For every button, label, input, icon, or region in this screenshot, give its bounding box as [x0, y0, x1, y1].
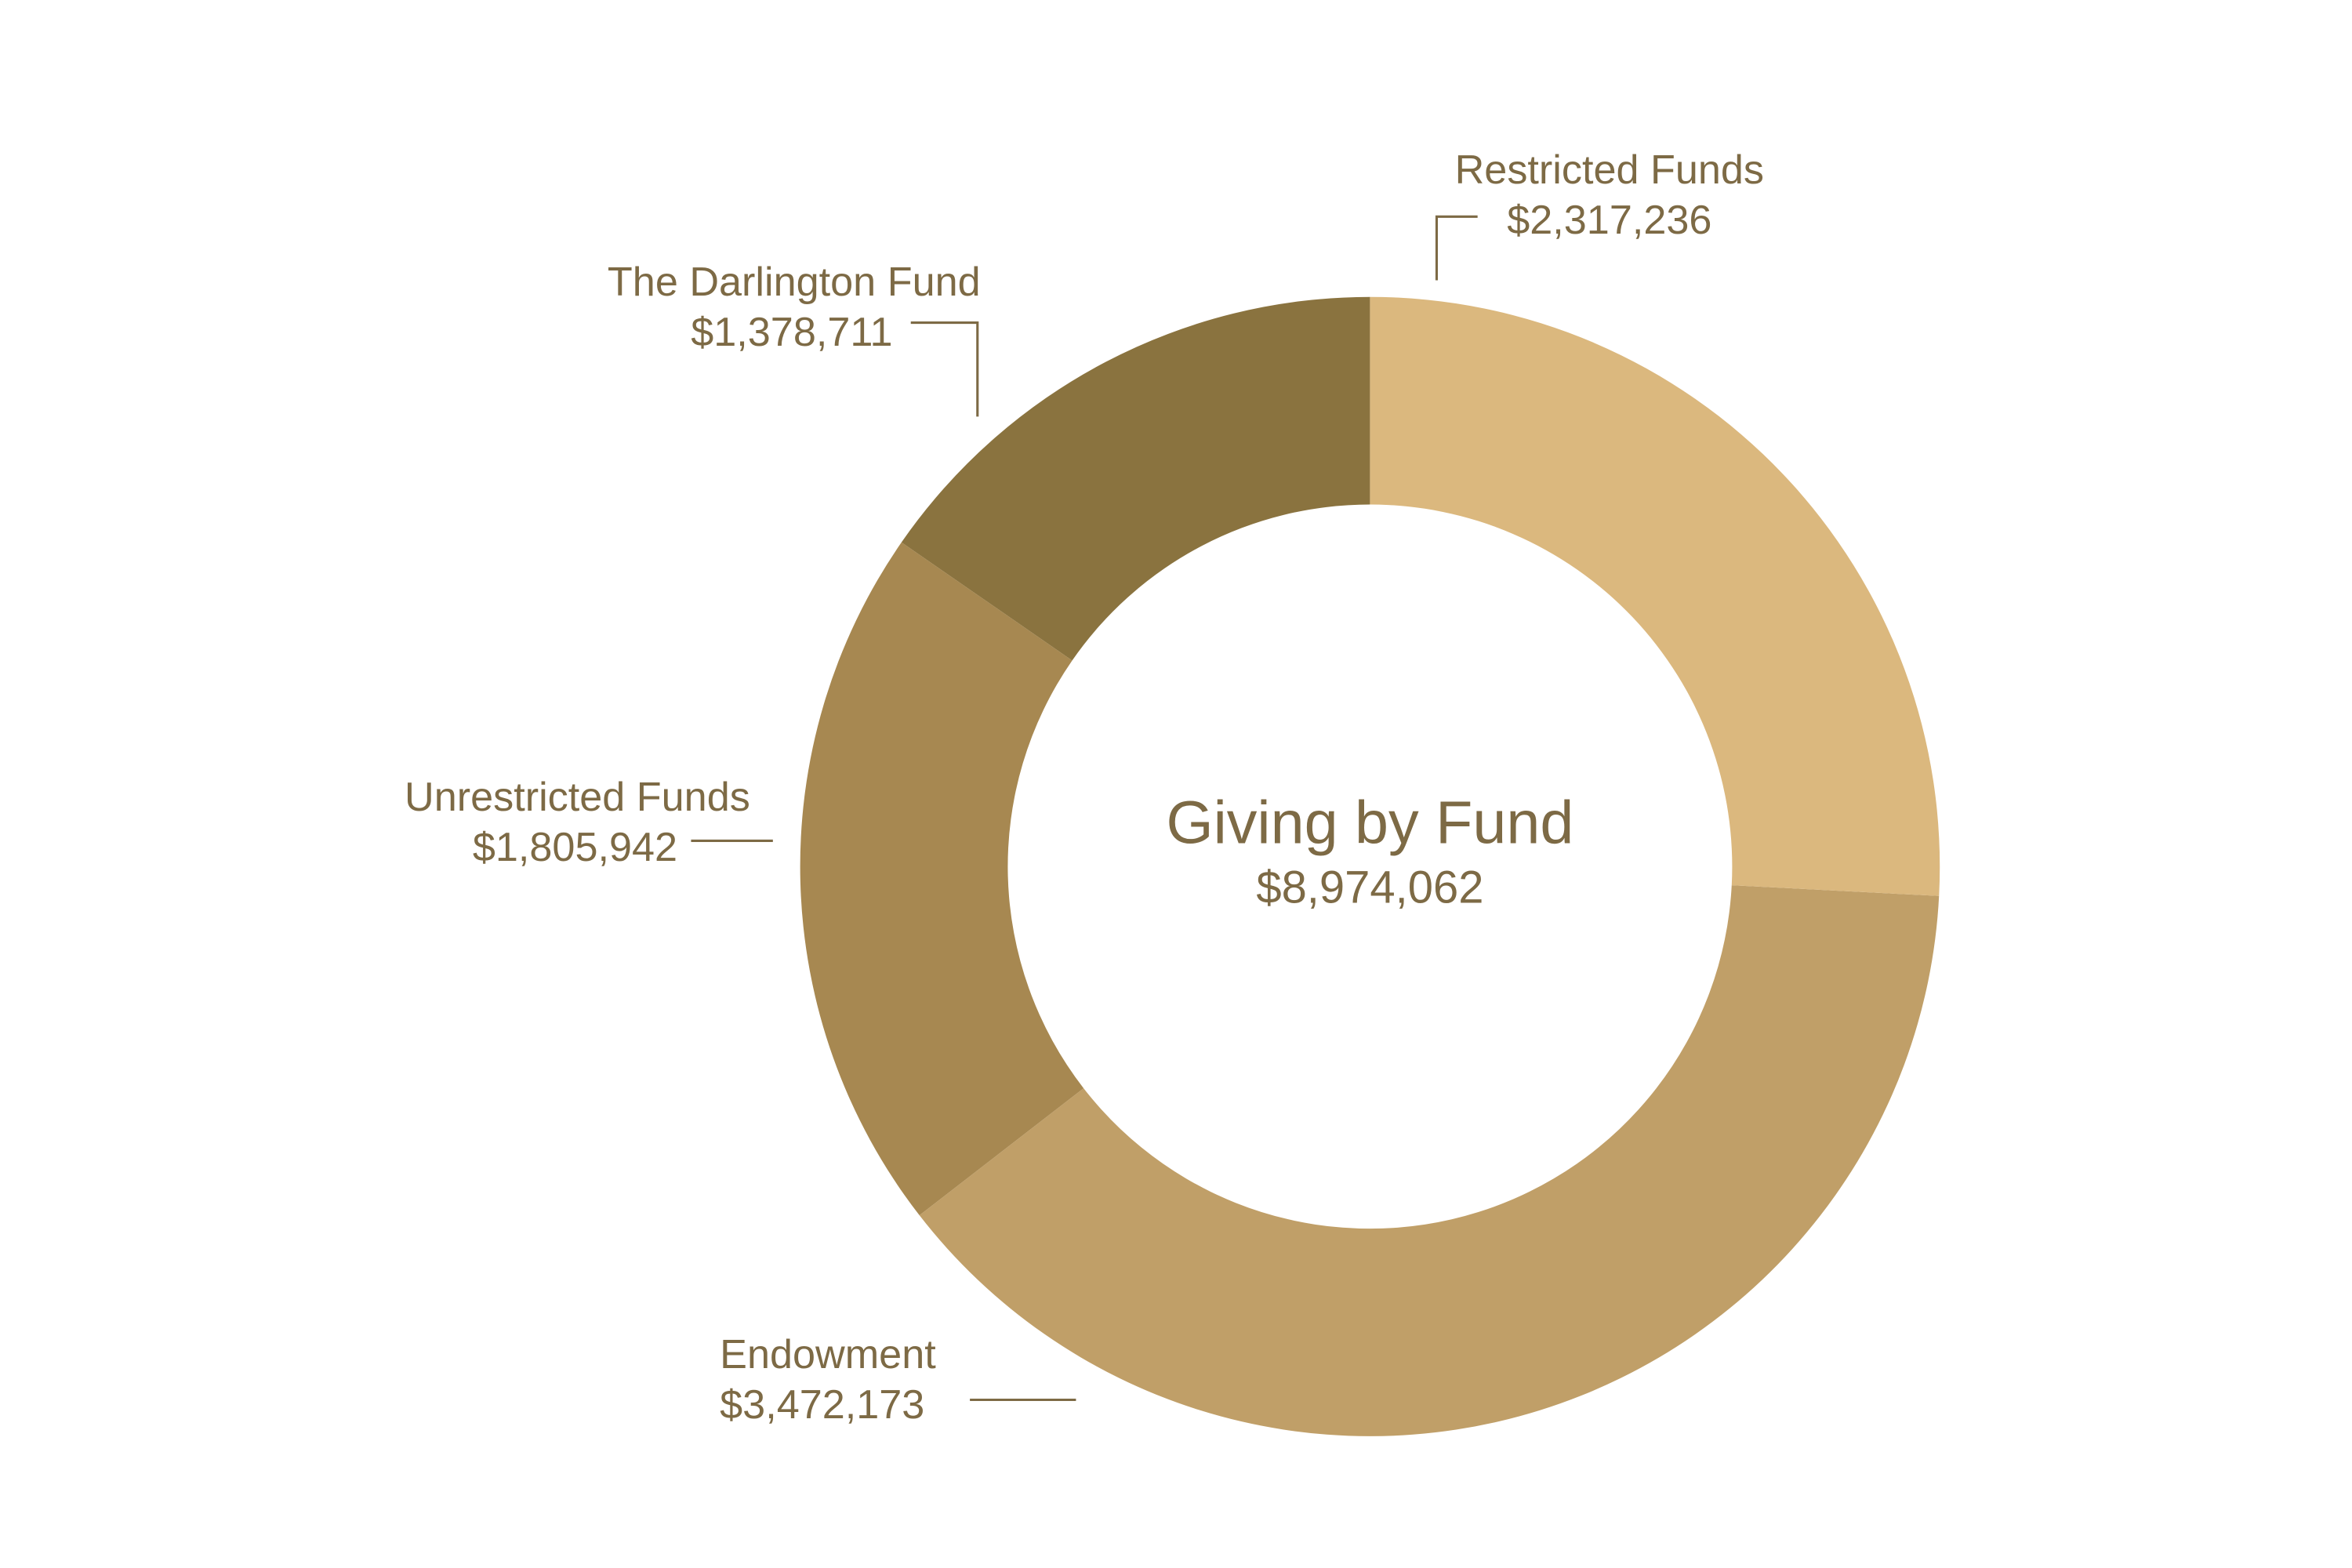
category-label: Endowment: [720, 1332, 936, 1377]
category-label: Unrestricted Funds: [405, 775, 750, 820]
value-label: $1,805,942: [473, 825, 677, 870]
total-label: $8,974,062: [1256, 863, 1483, 913]
wedge: [800, 542, 1084, 1216]
value-label: $3,472,173: [720, 1382, 924, 1428]
value-label: $1,378,711: [691, 310, 892, 355]
leader-line: [910, 321, 979, 417]
leader-line: [1435, 215, 1478, 281]
chart-title: Giving by Fund: [1166, 789, 1573, 857]
category-label: Restricted Funds: [1455, 147, 1764, 193]
wedge: [919, 885, 1940, 1436]
wedge: [1370, 296, 1940, 896]
wedge: [901, 296, 1370, 661]
value-label: $2,317,236: [1507, 198, 1711, 243]
category-label: The Darlington Fund: [608, 260, 981, 305]
